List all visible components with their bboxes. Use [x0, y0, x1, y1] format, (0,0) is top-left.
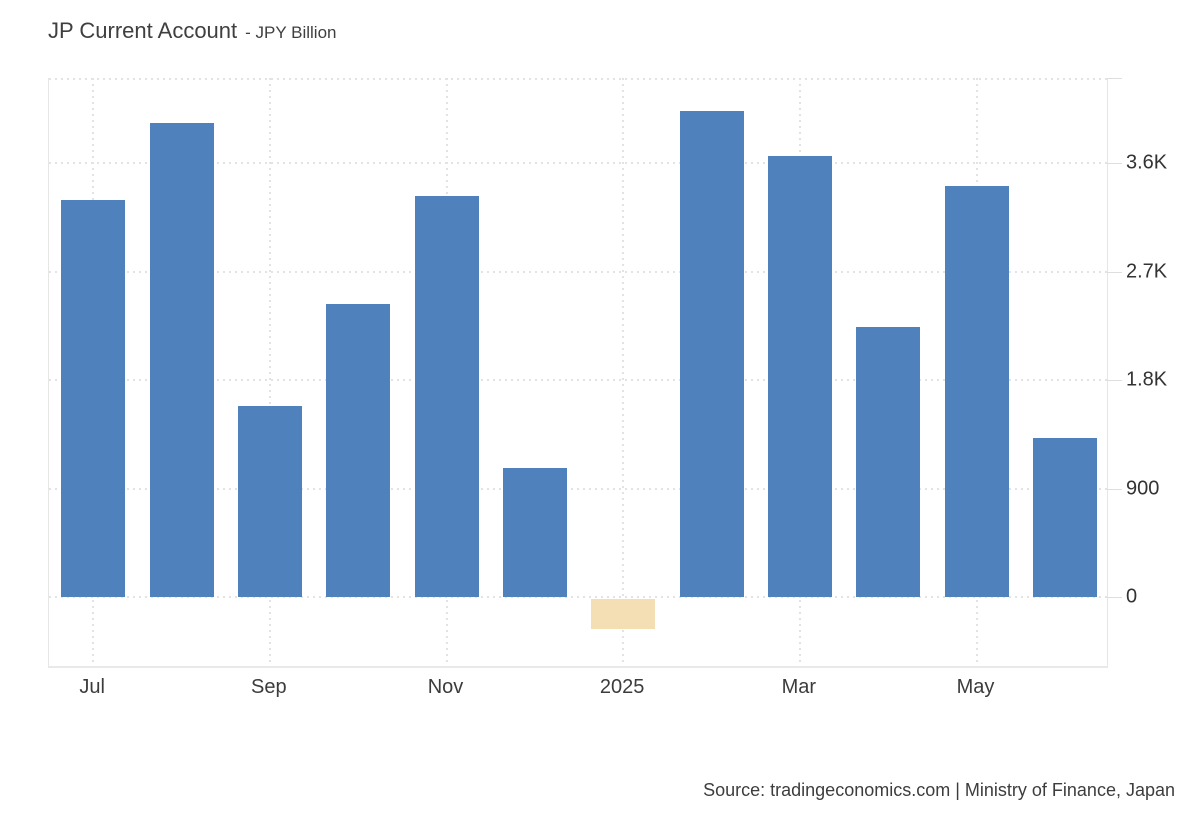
chart-plot-area[interactable]: [48, 78, 1122, 668]
x-axis-label-may: May: [956, 676, 995, 698]
bar-aug-2024[interactable]: [149, 122, 214, 597]
y-axis-label-1.8k: 1.8K: [1126, 368, 1168, 391]
vgridline-2025: [622, 78, 625, 666]
hgridline-0: [49, 595, 1107, 598]
bar-dec-2024[interactable]: [502, 468, 567, 597]
bar-feb-2025[interactable]: [679, 110, 744, 597]
y-tick-mark: [1107, 163, 1122, 165]
hgridline-2.7k: [49, 270, 1107, 273]
bar-jun-2025[interactable]: [1032, 438, 1097, 597]
y-tick-mark: [1107, 380, 1122, 382]
x-axis-label-sep: Sep: [251, 676, 287, 698]
y-axis-label-900: 900: [1126, 477, 1160, 500]
bar-may-2025[interactable]: [944, 186, 1009, 597]
source-attribution: Source: tradingeconomics.com | Ministry …: [703, 780, 1175, 800]
bar-jan-2025[interactable]: [591, 598, 656, 630]
y-tick-mark-top: [1107, 78, 1122, 79]
bar-mar-2025[interactable]: [767, 156, 832, 597]
bar-apr-2025[interactable]: [856, 327, 921, 597]
vgridline-sep: [268, 78, 271, 666]
chart-title-row: JP Current Account - JPY Billion: [48, 18, 336, 44]
y-tick-mark: [1107, 488, 1122, 490]
x-axis-label-2025: 2025: [599, 676, 645, 698]
bar-nov-2024[interactable]: [414, 196, 479, 597]
page-subtitle: - JPY Billion: [245, 23, 337, 42]
y-axis-label-2.7k: 2.7K: [1126, 260, 1168, 283]
hgridline-1.8k: [49, 379, 1107, 382]
plot-top-border: [49, 78, 1107, 80]
y-tick-mark: [1107, 596, 1122, 598]
x-axis-label-mar: Mar: [781, 676, 817, 698]
bar-oct-2024[interactable]: [326, 304, 391, 597]
x-axis-label-jul: Jul: [79, 676, 105, 698]
hgridline-900: [49, 487, 1107, 490]
y-axis-label-3.6k: 3.6K: [1126, 151, 1168, 174]
x-axis-label-nov: Nov: [427, 676, 464, 698]
bar-jul-2024[interactable]: [61, 199, 126, 597]
y-axis-label-0: 0: [1126, 585, 1138, 608]
bar-sep-2024[interactable]: [237, 405, 302, 597]
hgridline-3.6k: [49, 162, 1107, 165]
page-title: JP Current Account: [48, 18, 238, 43]
y-tick-mark: [1107, 271, 1122, 273]
